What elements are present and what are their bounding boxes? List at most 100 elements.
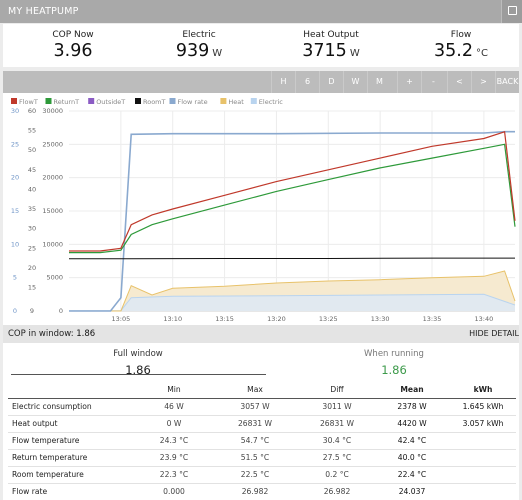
heatpump-chart[interactable]: FlowT ReturnT OutsideT RoomT Flow rate Heat El… xyxy=(3,93,519,325)
pan-right-button[interactable]: > xyxy=(471,71,495,93)
table-cell: 24.037 xyxy=(374,482,450,500)
x-tick-label: 13:40 xyxy=(475,315,494,323)
table-row: Return temperature 23.9 °C 51.5 °C 27.5 … xyxy=(8,448,516,466)
legend-swatch xyxy=(250,98,257,104)
table-cell: 46 W xyxy=(138,397,210,415)
zoom-in-button[interactable]: + xyxy=(397,71,421,93)
table-cell: 3011 W xyxy=(300,397,374,415)
table-cell: 0.000 xyxy=(138,482,210,500)
stat-electric: Electric 939 W xyxy=(139,30,259,61)
stats-panel: COP Now 3.96 Electric 939 W Heat Output 3… xyxy=(3,24,519,67)
table-header-row: Min Max Diff Mean kWh xyxy=(8,381,516,399)
stat-value: 3.96 xyxy=(53,41,93,61)
table-cell: 26831 W xyxy=(300,414,374,432)
table-header: kWh xyxy=(450,381,516,399)
y-tick-label-temp: 55 xyxy=(28,127,36,135)
stat-label: Heat Output xyxy=(303,30,359,40)
y-tick-label-flow: 5 xyxy=(13,274,17,282)
stat-unit: °C xyxy=(475,48,488,59)
y-tick-label-temp: 45 xyxy=(28,166,36,174)
table-cell: 51.5 °C xyxy=(210,448,300,466)
x-tick-label: 13:35 xyxy=(423,315,442,323)
heat-line xyxy=(69,270,516,312)
table-cell: Flow rate xyxy=(8,482,138,500)
cop-window-text: COP in window: 1.86 xyxy=(8,329,96,339)
divider xyxy=(11,374,266,375)
stat-label: Electric xyxy=(182,30,216,40)
expand-button[interactable] xyxy=(501,0,522,23)
toolbar-button-hour[interactable]: H xyxy=(271,71,295,93)
table-row: Flow temperature 24.3 °C 54.7 °C 30.4 °C… xyxy=(8,431,516,449)
table-cell: 42.4 °C xyxy=(374,431,450,449)
legend-label: Heat xyxy=(228,98,244,106)
cop-window-bar: COP in window: 1.86 HIDE DETAIL xyxy=(3,325,519,343)
flow-temp-line xyxy=(69,131,516,252)
stat-label: Flow xyxy=(450,30,472,40)
stat-unit: W xyxy=(349,48,360,59)
toolbar-button-week[interactable]: W xyxy=(343,71,367,93)
table-cell: 54.7 °C xyxy=(210,431,300,449)
stat-heat-output: Heat Output 3715 W xyxy=(271,30,391,61)
table-cell: 40.0 °C xyxy=(374,448,450,466)
legend-swatch xyxy=(11,98,17,104)
table-row: Electric consumption 46 W 3057 W 3011 W … xyxy=(8,397,516,415)
table-cell: 2378 W xyxy=(374,397,450,415)
y-tick-label-temp: 40 xyxy=(28,185,36,193)
table-cell: 26.982 xyxy=(300,482,374,500)
legend-swatch xyxy=(169,98,176,104)
table-header: Max xyxy=(210,381,300,399)
return-temp-line xyxy=(69,143,516,254)
table-row: Room temperature 22.3 °C 22.5 °C 0.2 °C … xyxy=(8,465,516,483)
table-cell xyxy=(450,431,516,449)
y-tick-label-flow: 20 xyxy=(11,174,19,182)
legend-label: OutsideT xyxy=(96,98,125,106)
legend-label: ReturnT xyxy=(54,98,80,106)
table-cell: 27.5 °C xyxy=(300,448,374,466)
legend-label: Electric xyxy=(259,98,284,106)
table-cell: 0 W xyxy=(138,414,210,432)
cop-col-label: When running xyxy=(364,349,424,359)
stat-value: 35.2 °C xyxy=(434,41,488,61)
y-tick-label-temp: 15 xyxy=(28,283,36,291)
toolbar-button-6h[interactable]: 6 xyxy=(295,71,319,93)
flow-rate-line xyxy=(69,130,515,312)
back-button[interactable]: BACK xyxy=(495,71,519,93)
y-tick-label-power: 10000 xyxy=(42,240,63,248)
pan-left-button[interactable]: < xyxy=(447,71,471,93)
table-cell: 22.5 °C xyxy=(210,465,300,483)
table-cell: 3.057 kWh xyxy=(450,414,516,432)
table-header: Diff xyxy=(300,381,374,399)
detail-panel: Full window 1.86 When running 1.86 Min M… xyxy=(3,343,519,500)
legend-label: RoomT xyxy=(143,98,166,106)
table-cell: 3057 W xyxy=(210,397,300,415)
y-tick-label-power: 0 xyxy=(59,307,63,315)
hide-detail-link[interactable]: HIDE DETAIL xyxy=(469,329,519,338)
chart-panel[interactable]: FlowT ReturnT OutsideT RoomT Flow rate Heat El… xyxy=(3,93,519,325)
zoom-out-button[interactable]: - xyxy=(421,71,445,93)
y-tick-label-flow: 0 xyxy=(13,307,17,315)
stat-flow: Flow 35.2 °C xyxy=(401,30,521,61)
table-cell xyxy=(450,482,516,500)
cop-window-value: 1.86 xyxy=(76,329,96,339)
table-cell: Heat output xyxy=(8,414,138,432)
toolbar-button-day[interactable]: D xyxy=(319,71,343,93)
table-cell: Room temperature xyxy=(8,465,138,483)
stat-label: COP Now xyxy=(52,30,94,40)
app-header: MY HEATPUMP xyxy=(0,0,522,23)
toolbar-button-month[interactable]: M xyxy=(367,71,391,93)
y-tick-label-flow: 25 xyxy=(11,140,19,148)
y-tick-label-power: 25000 xyxy=(42,140,63,148)
table-cell: Return temperature xyxy=(8,448,138,466)
cop-col-label: Full window xyxy=(113,349,163,359)
table-cell: Flow temperature xyxy=(8,431,138,449)
cop-when-running: When running 1.86 xyxy=(319,349,469,377)
x-tick-label: 13:25 xyxy=(319,315,338,323)
y-tick-label-flow: 10 xyxy=(11,240,19,248)
table-row: Flow rate 0.000 26.982 26.982 24.037 xyxy=(8,482,516,500)
legend-swatch xyxy=(88,98,95,104)
table-cell: 30.4 °C xyxy=(300,431,374,449)
x-tick-label: 13:20 xyxy=(267,315,286,323)
table-header: Min xyxy=(138,381,210,399)
legend-label: Flow rate xyxy=(178,98,208,106)
table-cell xyxy=(450,465,516,483)
